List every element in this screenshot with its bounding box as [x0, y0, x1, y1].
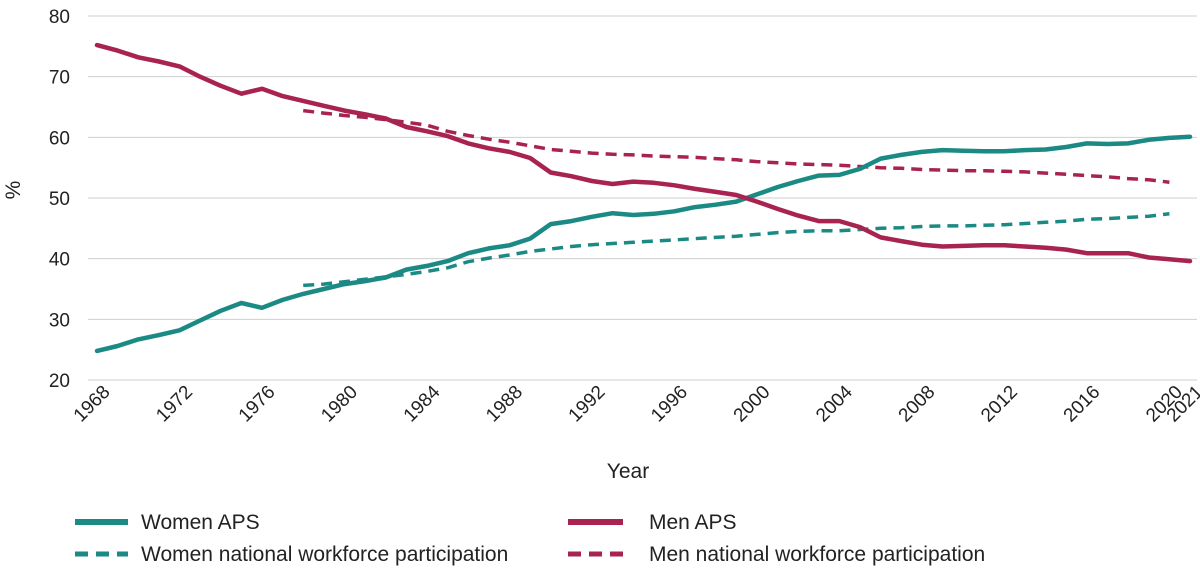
series-line-women-aps — [94, 134, 1193, 354]
x-tick-label: 2016 — [1060, 382, 1105, 427]
x-tick-label: 1996 — [647, 382, 692, 427]
y-tick-label: 30 — [49, 310, 70, 331]
x-tick-label: 1984 — [400, 381, 445, 426]
legend: Women APS Women national workforce parti… — [75, 511, 985, 566]
x-tick-label: 2008 — [895, 382, 940, 427]
legend-label-women-national: Women national workforce participation — [141, 543, 508, 566]
series-line-men-aps — [94, 42, 1193, 264]
x-axis-ticks: 1968 1972 1976 1980 1984 1988 1992 1996 2000 2004… — [70, 381, 1200, 426]
legend-label-women-aps: Women APS — [141, 511, 260, 534]
series-line-women-national-workforce-participation — [303, 212, 1170, 288]
x-tick-label: 1972 — [152, 382, 197, 427]
y-tick-label: 40 — [49, 250, 70, 271]
x-axis-label: Year — [607, 460, 649, 483]
grid-lines — [88, 15, 1197, 381]
legend-label-men-aps: Men APS — [649, 511, 737, 534]
x-tick-label: 1992 — [565, 382, 610, 427]
y-axis-ticks: 20 30 40 50 60 70 80 — [49, 7, 70, 392]
series-lines — [94, 42, 1193, 354]
x-tick-label: 1976 — [235, 382, 280, 427]
x-tick-label: 1968 — [70, 382, 115, 427]
y-tick-label: 50 — [49, 189, 70, 210]
legend-label-men-national: Men national workforce participation — [649, 543, 985, 566]
y-tick-label: 80 — [49, 7, 70, 28]
y-tick-label: 60 — [49, 128, 70, 149]
series-line-men-national-workforce-participation — [302, 108, 1170, 184]
y-axis-label: % — [2, 181, 25, 200]
y-tick-label: 70 — [49, 68, 70, 89]
x-tick-label: 2004 — [812, 381, 857, 426]
x-tick-label: 1988 — [482, 382, 527, 427]
x-tick-label: 2000 — [730, 382, 775, 427]
x-tick-label: 2012 — [977, 382, 1022, 427]
y-tick-label: 20 — [49, 371, 70, 392]
x-tick-label: 1980 — [317, 382, 362, 427]
